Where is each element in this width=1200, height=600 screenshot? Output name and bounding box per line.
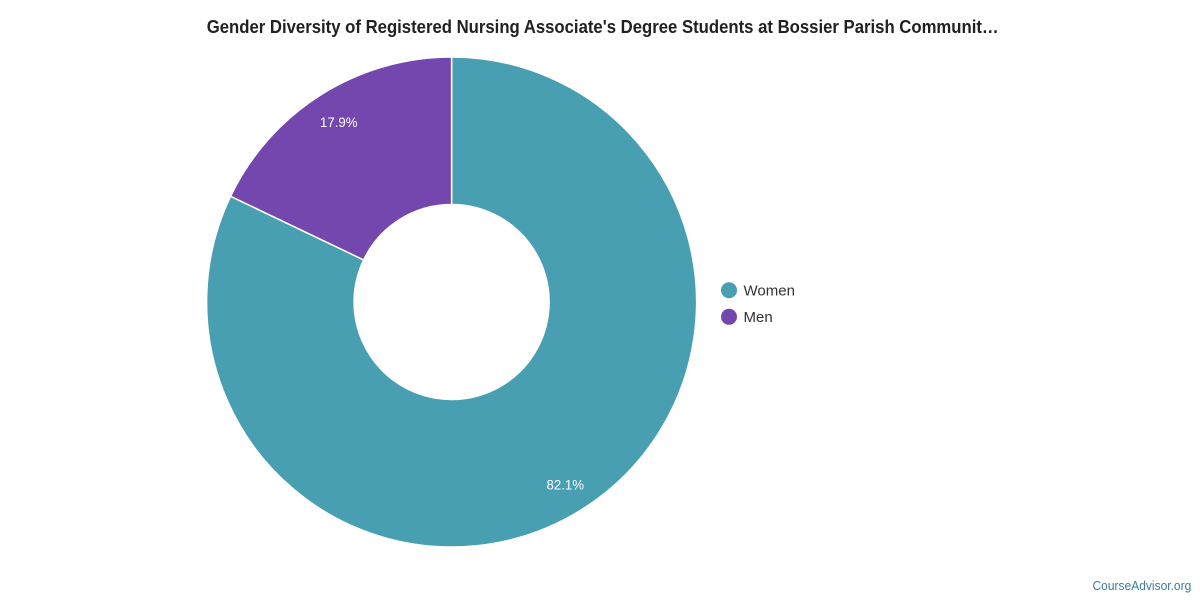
svg-text:CourseAdvisor.org: CourseAdvisor.org	[1093, 578, 1192, 593]
svg-text:82.1%: 82.1%	[547, 476, 585, 492]
svg-text:Men: Men	[744, 309, 773, 326]
svg-text:17.9%: 17.9%	[320, 114, 358, 130]
svg-text:Women: Women	[744, 282, 795, 299]
svg-text:Gender Diversity of Registered: Gender Diversity of Registered Nursing A…	[207, 17, 999, 37]
